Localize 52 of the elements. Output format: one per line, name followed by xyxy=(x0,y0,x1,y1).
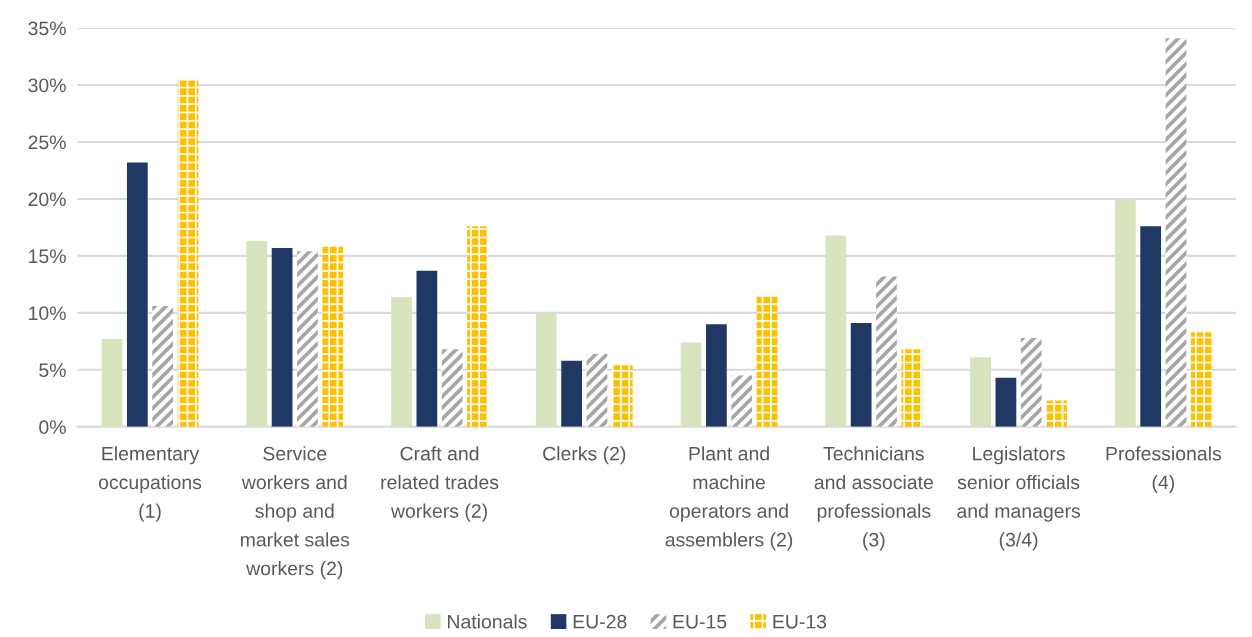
y-tick-label: 30% xyxy=(28,78,66,93)
bar xyxy=(706,324,727,427)
x-tick-label: Craft and related trades workers (2) xyxy=(381,446,499,522)
bar xyxy=(586,353,608,427)
bar xyxy=(535,312,557,427)
bar xyxy=(850,323,872,427)
bar xyxy=(467,226,488,427)
bar xyxy=(441,349,463,427)
y-tick-label: 10% xyxy=(29,306,66,321)
x-tick-label: Professionals (4) xyxy=(1106,446,1222,494)
bar xyxy=(901,349,923,427)
bar xyxy=(756,295,778,427)
bar xyxy=(416,270,438,427)
y-tick-label: 15% xyxy=(29,249,66,264)
legend-label: EU-28 xyxy=(573,614,627,629)
legend-label: EU-15 xyxy=(673,614,727,629)
legend-label: EU-13 xyxy=(773,614,827,629)
bar xyxy=(1114,200,1136,427)
bar xyxy=(995,377,1017,427)
bar xyxy=(876,276,897,427)
bar xyxy=(1190,332,1212,427)
x-tick-label: Legislators senior officials and managers (3/4) xyxy=(957,446,1081,551)
x-tick-label: Elementary occupations (1) xyxy=(98,446,202,522)
bar xyxy=(1020,337,1042,427)
legend-label: Nationals xyxy=(448,614,527,629)
bar xyxy=(1165,38,1187,427)
bar xyxy=(271,247,293,427)
bar xyxy=(322,245,344,427)
x-tick-label: Service workers and shop and market sales workers (2) xyxy=(240,446,350,580)
bar xyxy=(611,365,633,427)
bar xyxy=(297,251,318,427)
bar xyxy=(1140,226,1162,427)
y-tick-label: 35% xyxy=(28,21,66,36)
x-tick-label: Clerks (2) xyxy=(543,446,626,465)
x-tick-label: Technicians and associate professionals (3) xyxy=(814,446,933,551)
bar xyxy=(680,342,702,427)
bar xyxy=(561,360,583,427)
y-tick-label: 20% xyxy=(28,192,66,207)
y-tick-label: 25% xyxy=(28,135,66,150)
bar xyxy=(731,375,753,427)
bar xyxy=(246,241,268,427)
bar xyxy=(1046,400,1067,427)
bar xyxy=(970,357,991,427)
y-tick-label: 0% xyxy=(39,420,66,435)
x-tick-label: Plant and machine operators and assemblers (2) xyxy=(665,446,793,551)
y-tick-label: 5% xyxy=(39,363,66,378)
bar xyxy=(152,306,174,427)
bar xyxy=(101,339,123,427)
bar xyxy=(825,235,847,427)
bar xyxy=(177,80,199,427)
bar xyxy=(391,296,412,427)
bar xyxy=(126,162,148,427)
